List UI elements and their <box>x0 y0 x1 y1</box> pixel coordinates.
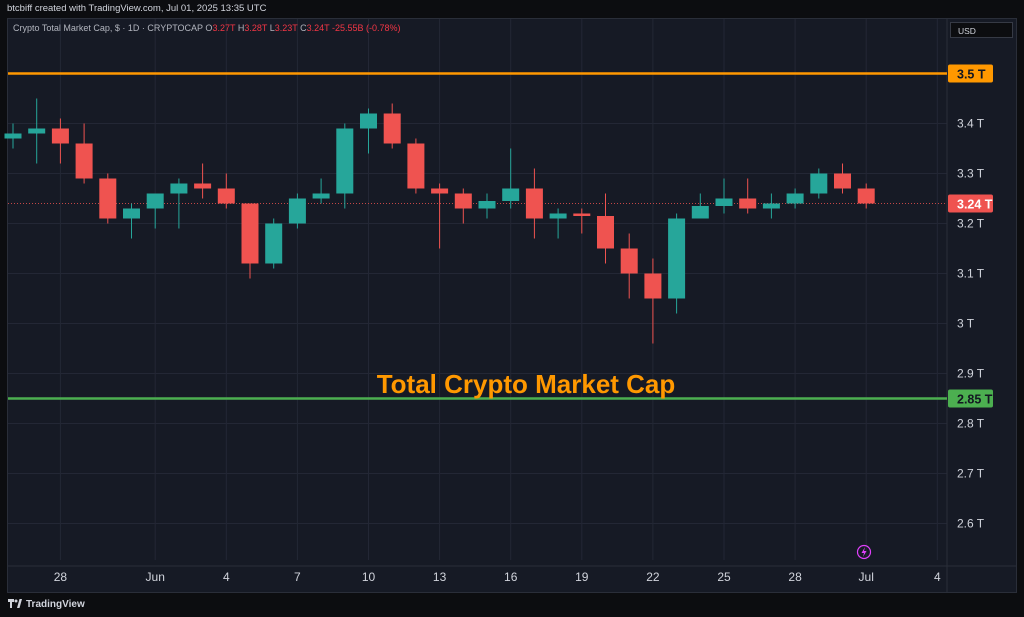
candle-up <box>265 223 283 264</box>
lightning-icon-bolt <box>861 547 867 557</box>
candle-up <box>715 198 733 206</box>
candle-up <box>146 193 164 209</box>
candles <box>4 98 875 344</box>
date-tick-label: 13 <box>433 570 447 584</box>
lightning-icon-ring <box>856 544 872 560</box>
price-tick-label: 2.8 T <box>957 417 985 431</box>
candle-up <box>288 198 306 224</box>
date-tick-label: 16 <box>504 570 518 584</box>
date-tick-label: 28 <box>788 570 802 584</box>
resistance-price-label: 3.5 T <box>957 68 986 82</box>
candle-down <box>407 143 425 189</box>
candle-up <box>360 113 377 129</box>
candle-down <box>573 213 591 216</box>
open-value: 3.27T <box>212 23 236 33</box>
icon-layer <box>856 544 872 560</box>
price-tick-label: 3.4 T <box>957 117 985 131</box>
high-value: 3.28T <box>244 23 268 33</box>
date-tick-label: 4 <box>223 570 230 584</box>
candle-up <box>123 208 140 219</box>
tradingview-logo-icon <box>8 598 22 612</box>
candle-up <box>4 133 22 139</box>
date-tick-label: 4 <box>934 570 941 584</box>
high-label: H <box>237 23 245 33</box>
date-tick-label: Jun <box>146 570 165 584</box>
candle-down <box>99 178 117 219</box>
candle-down <box>217 188 235 204</box>
candle-down <box>644 273 662 299</box>
price-tick-label: 3.1 T <box>957 267 985 281</box>
currency-button[interactable]: USD <box>950 22 1013 38</box>
low-value: 3.23T <box>274 23 298 33</box>
candle-up <box>810 173 828 194</box>
price-tick-label: 2.6 T <box>957 517 985 531</box>
lightning-icon[interactable] <box>856 544 872 560</box>
candle-up <box>762 203 780 209</box>
candle-down <box>75 143 93 179</box>
candle-down <box>241 203 259 264</box>
price-tick-label: 3.3 T <box>957 167 985 181</box>
candle-up <box>786 193 804 204</box>
date-tick-label: 19 <box>575 570 589 584</box>
change-value: -25.55B (-0.78%) <box>331 23 401 33</box>
candle-down <box>51 128 69 144</box>
candle-down <box>857 188 875 204</box>
candle-up <box>478 201 496 209</box>
symbol-name: Crypto Total Market Cap, $ · 1D · CRYPTO… <box>13 23 203 33</box>
candle-up <box>28 128 46 134</box>
date-tick-label: 25 <box>717 570 731 584</box>
candle-up <box>691 206 709 219</box>
candle-up <box>312 193 330 199</box>
chart-title-layer: Total Crypto Market Cap <box>377 369 676 399</box>
price-tick-label: 3.2 T <box>957 217 985 231</box>
price-tick-label: 2.9 T <box>957 367 985 381</box>
level-lines <box>8 72 947 400</box>
candle-down <box>525 188 543 219</box>
date-tick-label: Jul <box>859 570 874 584</box>
price-axis: 2.6 T 2.7 T 2.8 T 2.9 T 3 T 3.1 T 3.2 T 3.3 T 3.… <box>948 64 993 531</box>
candle-down <box>834 173 851 189</box>
candle-down <box>431 188 449 194</box>
candle-down <box>620 248 638 274</box>
price-tick-label: 3 T <box>957 317 975 331</box>
candle-down <box>194 183 212 189</box>
support-price-label-box <box>948 389 993 408</box>
close-value: 3.24T <box>306 23 330 33</box>
last-price-label: 3.24 T <box>957 198 993 212</box>
date-tick-label: 28 <box>54 570 68 584</box>
symbol-legend: Crypto Total Market Cap, $ · 1D · CRYPTO… <box>13 22 401 34</box>
support-price-label: 2.85 T <box>957 393 993 407</box>
candle-up <box>170 183 188 194</box>
attribution-text: btcbiff created with TradingView.com, Ju… <box>7 3 267 14</box>
grid-lines <box>8 19 1016 592</box>
candle-up <box>502 188 520 201</box>
chart-title: Total Crypto Market Cap <box>377 369 676 399</box>
chart-frame <box>7 18 1017 593</box>
open-label: O <box>205 23 213 33</box>
last-price-label-box <box>948 194 993 213</box>
candle-up <box>336 128 354 194</box>
candle-down <box>739 198 757 209</box>
candle-down <box>383 113 401 144</box>
candle-up <box>549 213 567 219</box>
resistance-price-label-box <box>948 64 993 83</box>
price-tick-label: 2.7 T <box>957 467 985 481</box>
candle-down <box>454 193 472 209</box>
date-tick-label: 10 <box>362 570 376 584</box>
time-axis: 28 Jun 4 7 10 13 16 19 22 25 28 Jul 4 <box>54 570 941 584</box>
low-label: L <box>269 23 275 33</box>
candle-up <box>668 218 686 299</box>
close-label: C <box>300 23 307 33</box>
candle-down <box>597 216 614 249</box>
date-tick-label: 22 <box>646 570 660 584</box>
footer-brand[interactable]: TradingView <box>8 598 85 612</box>
footer-brand-text: TradingView <box>26 599 85 610</box>
date-tick-label: 7 <box>294 570 301 584</box>
